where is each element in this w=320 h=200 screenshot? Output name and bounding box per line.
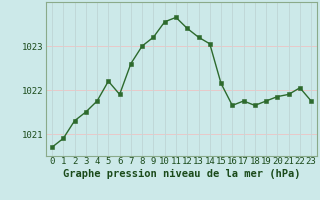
X-axis label: Graphe pression niveau de la mer (hPa): Graphe pression niveau de la mer (hPa) [63,169,300,179]
